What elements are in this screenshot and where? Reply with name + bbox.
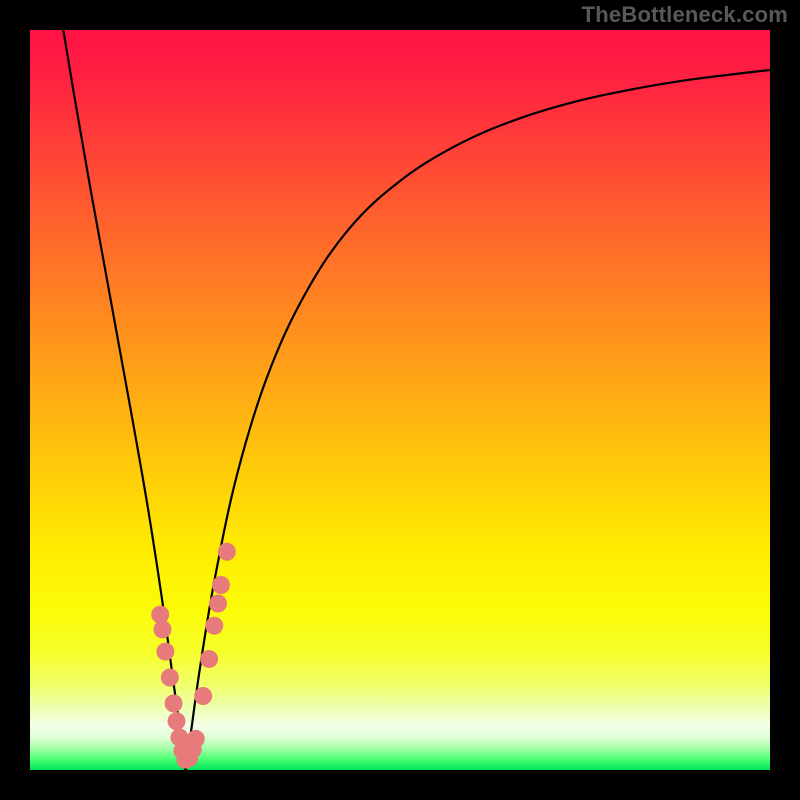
- data-marker: [156, 643, 174, 661]
- data-marker: [218, 543, 236, 561]
- data-marker: [187, 730, 205, 748]
- watermark-text: TheBottleneck.com: [582, 2, 788, 28]
- data-marker: [165, 694, 183, 712]
- data-marker: [205, 617, 223, 635]
- data-marker: [153, 620, 171, 638]
- figure-root: TheBottleneck.com: [0, 0, 800, 800]
- data-marker: [209, 595, 227, 613]
- data-marker: [212, 576, 230, 594]
- data-marker: [194, 687, 212, 705]
- bottleneck-chart: [0, 0, 800, 800]
- data-marker: [161, 669, 179, 687]
- data-marker: [168, 712, 186, 730]
- plot-gradient-background: [30, 30, 770, 770]
- data-marker: [200, 650, 218, 668]
